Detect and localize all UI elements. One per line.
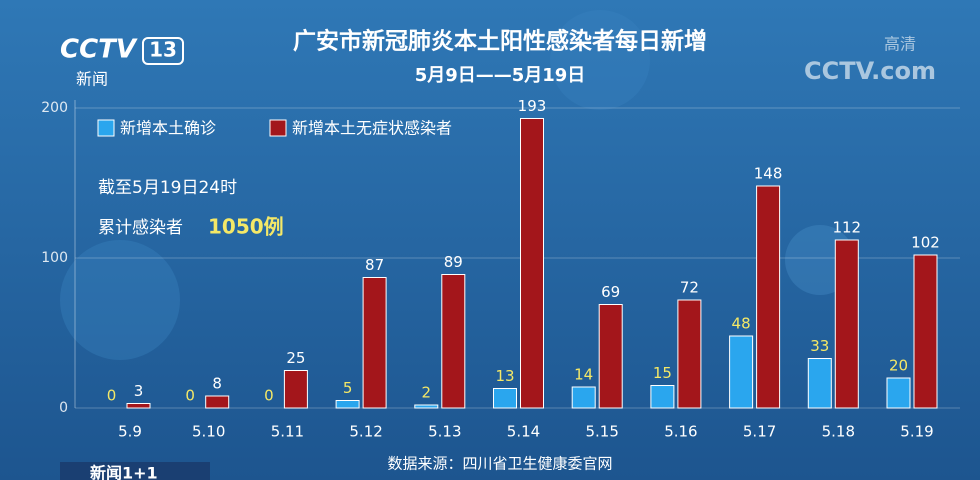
- annotation: 累计感染者: [98, 218, 183, 238]
- chart-title: 广安市新冠肺炎本土阳性感染者每日新增: [293, 28, 707, 55]
- value-label: 33: [810, 337, 829, 355]
- bar: [834, 239, 859, 409]
- bar: [126, 403, 151, 409]
- logo-number: 13: [149, 38, 177, 62]
- bar: [756, 185, 781, 409]
- legend-label: 新增本土无症状感染者: [292, 119, 452, 138]
- value-label: 3: [134, 382, 144, 400]
- annotation: 截至5月19日24时: [98, 178, 237, 198]
- program: 新闻1+1: [90, 464, 158, 480]
- bar: [913, 254, 938, 409]
- value-label: 20: [889, 357, 908, 375]
- value-label: 0: [107, 387, 117, 405]
- y-tick-label: 200: [41, 100, 68, 116]
- chart-subtitle: 5月9日——5月19日: [415, 65, 586, 86]
- value-label: 2: [422, 384, 432, 402]
- value-label: 25: [286, 349, 305, 367]
- x-tick-label: 5.10: [192, 423, 225, 441]
- bar: [441, 274, 466, 409]
- x-tick-label: 5.18: [822, 423, 855, 441]
- bar: [807, 358, 832, 409]
- x-tick-label: 5.17: [743, 423, 776, 441]
- bar: [414, 404, 439, 409]
- value-label: 87: [365, 256, 384, 274]
- bar: [571, 386, 596, 409]
- value-label: 0: [264, 387, 274, 405]
- logo-name: 新闻: [76, 70, 108, 89]
- legend-swatch: [97, 119, 115, 137]
- program-banner: [60, 462, 210, 480]
- logo-box: [142, 37, 184, 65]
- value-label: 0: [185, 387, 195, 405]
- value-label: 148: [754, 165, 783, 183]
- bar: [283, 370, 308, 409]
- value-label: 69: [601, 283, 620, 301]
- x-tick-label: 5.11: [271, 423, 304, 441]
- y-tick-label: 0: [59, 400, 68, 416]
- value-label: 5: [343, 379, 353, 397]
- x-tick-label: 5.14: [507, 423, 540, 441]
- y-tick-label: 100: [41, 250, 68, 266]
- bar: [520, 118, 544, 409]
- bar: [335, 400, 360, 409]
- bar: [598, 304, 623, 409]
- value-label: 8: [212, 375, 222, 393]
- x-tick-label: 5.19: [900, 423, 933, 441]
- source: 数据来源：四川省卫生健康委官网: [387, 455, 612, 473]
- annotation-total: 1050例: [208, 215, 284, 239]
- bar: [886, 377, 911, 409]
- decoration: [550, 10, 650, 110]
- value-label: 112: [832, 219, 861, 237]
- bar: [729, 335, 754, 409]
- value-label: 13: [495, 367, 514, 385]
- watermark: CCTV.com: [804, 57, 936, 85]
- decoration: [60, 240, 180, 360]
- bar: [493, 388, 517, 409]
- value-label: 193: [518, 97, 547, 115]
- x-tick-label: 5.9: [118, 423, 142, 441]
- x-tick-label: 5.13: [428, 423, 461, 441]
- value-label: 89: [444, 253, 463, 271]
- x-tick-label: 5.16: [664, 423, 697, 441]
- value-label: 48: [732, 315, 751, 333]
- quality: 高清: [884, 35, 916, 54]
- legend-swatch: [269, 119, 287, 137]
- logo-channel: CCTV: [60, 35, 138, 65]
- value-label: 14: [574, 366, 593, 384]
- x-tick-label: 5.12: [349, 423, 382, 441]
- bar: [650, 385, 675, 409]
- bar: [677, 299, 702, 409]
- bar: [362, 277, 387, 409]
- x-tick-label: 5.15: [585, 423, 618, 441]
- value-label: 72: [680, 279, 699, 297]
- value-label: 15: [653, 364, 672, 382]
- bar: [205, 395, 230, 409]
- value-label: 102: [911, 234, 940, 252]
- legend-label: 新增本土确诊: [120, 119, 216, 138]
